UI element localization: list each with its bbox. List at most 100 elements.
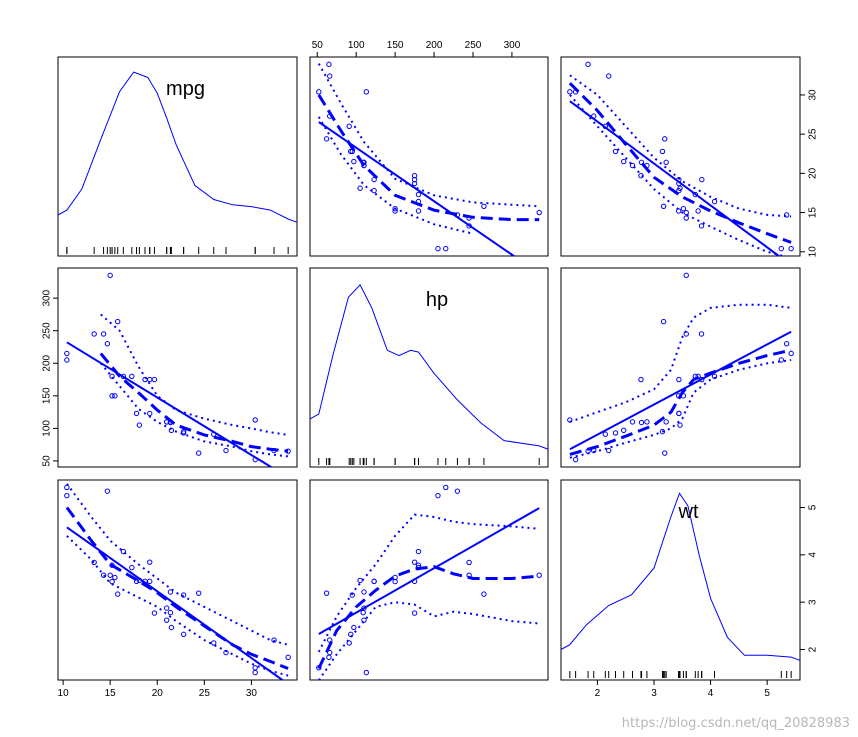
tick-label-mpg: 10 <box>808 246 819 258</box>
data-point <box>443 484 449 491</box>
spread-upper-line <box>317 513 540 653</box>
smoother-line <box>568 82 792 244</box>
data-point <box>788 350 794 357</box>
density-hp <box>310 284 548 465</box>
tick-label-wt: 3 <box>808 599 819 605</box>
spread-lower-line <box>317 601 540 680</box>
data-point <box>180 631 187 638</box>
data-point <box>585 61 591 68</box>
tick-label-hp: 300 <box>504 40 521 51</box>
data-point <box>662 136 668 142</box>
tick-label-wt: 2 <box>808 646 819 652</box>
data-point <box>147 559 153 565</box>
tick-label-mpg: 25 <box>808 128 819 140</box>
data-point <box>411 559 418 565</box>
regression-line <box>66 341 273 467</box>
regression-line <box>569 330 792 451</box>
data-point <box>163 419 170 425</box>
panel-mpg-wt <box>560 56 801 257</box>
data-point <box>392 578 398 585</box>
scatter-wt-vs-mpg <box>64 483 291 680</box>
data-point <box>64 484 70 491</box>
data-point <box>411 173 418 179</box>
data-point <box>454 488 461 494</box>
data-point <box>112 574 118 581</box>
density-curve-hp <box>310 284 548 450</box>
spread-upper-line <box>317 63 540 208</box>
data-point <box>357 185 363 191</box>
data-point <box>136 422 143 428</box>
data-point <box>120 548 127 555</box>
data-point <box>621 158 627 165</box>
data-point <box>252 417 258 423</box>
data-point <box>629 162 636 169</box>
watermark: https://blog.csdn.net/qq_20828983 <box>621 716 850 731</box>
data-point <box>109 578 115 585</box>
data-point <box>252 669 258 676</box>
data-point <box>346 123 352 130</box>
data-point <box>351 624 357 631</box>
data-point <box>129 373 135 379</box>
panel-mpg-hp <box>309 56 549 257</box>
data-point <box>392 205 398 212</box>
data-point <box>415 548 422 555</box>
diag-label-hp: hp <box>426 289 448 311</box>
data-point <box>660 203 667 209</box>
diag-label-mpg: mpg <box>166 78 205 100</box>
scatter-hp-vs-wt <box>567 272 794 463</box>
data-point <box>466 559 472 566</box>
data-point <box>663 159 669 166</box>
data-point <box>100 572 107 578</box>
data-point <box>683 209 689 216</box>
tick-label-hp: 50 <box>42 455 53 467</box>
data-point <box>638 376 644 383</box>
data-point <box>659 148 666 155</box>
regression-line <box>569 100 781 256</box>
data-point <box>699 176 705 183</box>
data-point <box>371 187 377 194</box>
data-point <box>612 430 619 436</box>
data-point <box>167 609 174 616</box>
data-point <box>481 203 487 209</box>
data-point <box>363 89 370 95</box>
data-point <box>100 331 107 337</box>
data-point <box>252 665 258 671</box>
data-point <box>147 578 153 585</box>
data-point <box>415 191 422 198</box>
data-point <box>115 318 121 325</box>
scatter-hp-vs-mpg <box>64 272 291 467</box>
data-point <box>660 318 667 325</box>
tick-label-mpg: 25 <box>199 688 211 699</box>
regression-line <box>318 121 516 256</box>
data-point <box>271 637 277 643</box>
data-point <box>163 605 170 611</box>
spread-lower-line <box>569 94 788 256</box>
tick-label-wt: 4 <box>808 552 819 558</box>
spread-lower-line <box>66 535 289 677</box>
data-point <box>167 589 174 595</box>
regression-line <box>318 507 540 635</box>
density-curve-mpg <box>58 71 297 223</box>
spread-upper-line <box>569 74 792 218</box>
scatter-mpg-vs-hp <box>316 61 542 256</box>
data-point <box>676 410 682 417</box>
smoother-line <box>569 348 792 456</box>
data-point <box>698 331 705 337</box>
data-point <box>91 331 97 337</box>
diag-label-wt: wt <box>678 501 699 523</box>
data-point <box>285 654 291 661</box>
data-point <box>788 245 794 252</box>
data-point <box>621 427 627 434</box>
data-point <box>91 559 97 566</box>
data-point <box>662 450 668 456</box>
data-point <box>676 376 682 383</box>
data-point <box>683 272 689 279</box>
data-point <box>109 393 115 399</box>
data-point <box>435 492 441 499</box>
data-point <box>195 590 202 596</box>
data-point <box>360 609 366 616</box>
spread-lower-line <box>100 362 289 458</box>
data-point <box>346 640 352 646</box>
tick-label-mpg: 20 <box>808 167 819 179</box>
spread-lower-line <box>569 359 792 459</box>
